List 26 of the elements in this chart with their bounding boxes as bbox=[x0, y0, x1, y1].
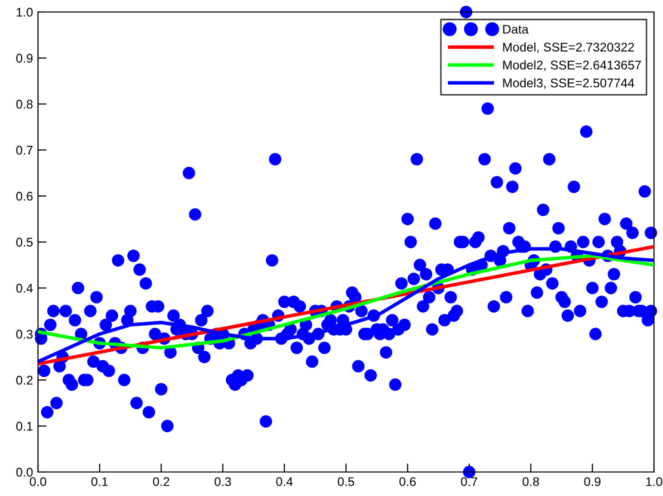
x-tick-label: 0.1 bbox=[91, 477, 108, 486]
y-tick-label: 0.4 bbox=[16, 284, 33, 293]
x-tick-label: 0.0 bbox=[30, 477, 46, 486]
legend-label: Model2, SSE=2.6413657 bbox=[503, 60, 641, 71]
y-tick-label: 1.0 bbox=[16, 8, 33, 17]
y-tick-label: 0.2 bbox=[16, 376, 33, 385]
x-tick-label: 0.9 bbox=[584, 477, 600, 486]
y-tick-label: 0.9 bbox=[16, 54, 33, 63]
y-tick-label: 0.7 bbox=[16, 146, 33, 155]
x-tick-label: 0.8 bbox=[522, 477, 539, 486]
y-tick-label: 0.6 bbox=[16, 192, 33, 201]
legend-label: Model, SSE=2.7320322 bbox=[503, 42, 634, 54]
y-tick-label: 0.5 bbox=[16, 238, 33, 247]
legend-label: Data bbox=[503, 24, 529, 34]
legend-label: Model3, SSE=2.507744 bbox=[503, 78, 634, 89]
y-tick-label: 0.3 bbox=[16, 330, 33, 339]
x-tick-label: 0.6 bbox=[399, 477, 416, 486]
y-tick-label: 0.1 bbox=[16, 422, 33, 431]
x-tick-label: 0.2 bbox=[153, 477, 170, 486]
x-tick-label: 0.7 bbox=[461, 477, 478, 486]
x-tick-label: 0.3 bbox=[214, 477, 231, 486]
x-tick-label: 0.4 bbox=[276, 477, 293, 486]
y-tick-label: 0.0 bbox=[16, 468, 33, 477]
y-tick-label: 0.8 bbox=[16, 100, 33, 109]
x-tick-label: 1.0 bbox=[646, 477, 662, 486]
x-tick-label: 0.5 bbox=[338, 477, 354, 486]
